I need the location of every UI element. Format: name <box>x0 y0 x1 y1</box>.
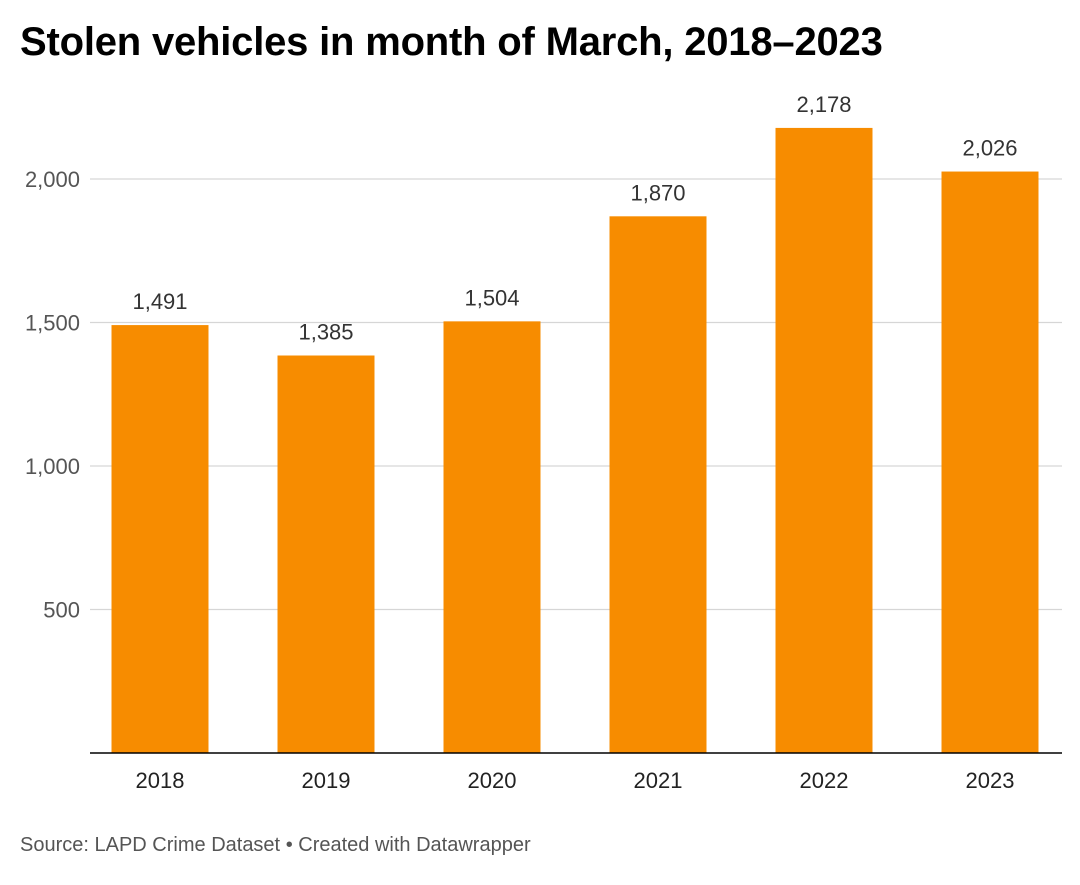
x-tick-label: 2022 <box>800 768 849 793</box>
data-label: 2,178 <box>796 92 851 117</box>
bar <box>111 325 209 753</box>
source-separator: • <box>285 834 293 856</box>
data-label: 1,870 <box>630 180 685 205</box>
x-tick-label: 2021 <box>634 768 683 793</box>
axes: 500 1,000 1,500 2,000 2018 2019 2020 2021 2022 20… <box>25 167 1062 793</box>
credit-text: Created with Datawrapper <box>298 834 531 856</box>
data-label: 1,491 <box>132 289 187 314</box>
source-label: Source: <box>20 834 89 856</box>
bar <box>277 355 375 753</box>
bar <box>609 216 707 753</box>
x-tick-label: 2023 <box>966 768 1015 793</box>
source-name: LAPD Crime Dataset <box>94 834 281 856</box>
y-tick-label: 1,000 <box>25 454 80 479</box>
bar <box>775 127 873 753</box>
y-tick-label: 500 <box>43 598 80 623</box>
bar <box>443 321 541 753</box>
x-tick-label: 2018 <box>136 768 185 793</box>
bar <box>941 171 1039 754</box>
source-note: Source: LAPD Crime Dataset • Created wit… <box>20 834 531 857</box>
y-tick-label: 1,500 <box>25 311 80 336</box>
x-tick-label: 2020 <box>468 768 517 793</box>
chart-title: Stolen vehicles in month of March, 2018–… <box>20 20 883 64</box>
gridlines <box>90 178 1062 611</box>
bars <box>111 127 1039 754</box>
data-label: 1,385 <box>298 320 353 345</box>
y-tick-label: 2,000 <box>25 167 80 192</box>
data-labels: 1,491 1,385 1,504 1,870 2,178 2,026 <box>132 92 1017 345</box>
x-tick-label: 2019 <box>302 768 351 793</box>
data-label: 2,026 <box>962 136 1017 161</box>
data-label: 1,504 <box>464 285 519 310</box>
